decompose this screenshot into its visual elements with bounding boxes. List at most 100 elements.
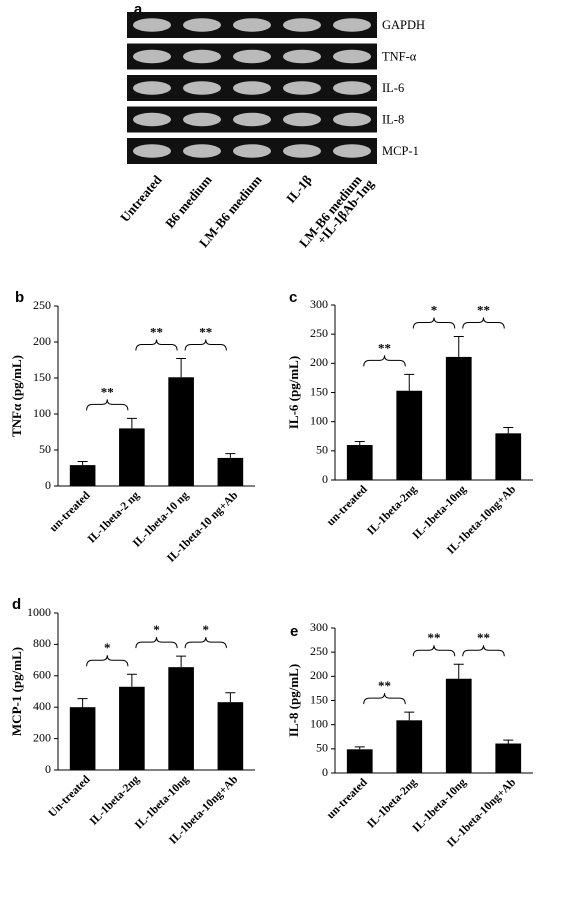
panel-label: e xyxy=(290,623,298,640)
significance-bracket xyxy=(184,339,227,351)
gel-band xyxy=(183,81,221,95)
significance-bracket xyxy=(363,355,406,367)
panel-label: b xyxy=(15,289,24,306)
error-bar xyxy=(126,417,137,429)
lane-label: Untreated xyxy=(117,172,165,225)
lane-label: IL-1β xyxy=(283,172,315,206)
bar xyxy=(217,457,244,486)
error-bar xyxy=(503,739,514,744)
significance-bracket xyxy=(363,693,406,705)
significance-bracket xyxy=(412,317,456,329)
y-tick-label: 800 xyxy=(33,636,51,650)
bar xyxy=(445,356,472,480)
error-bar xyxy=(503,427,514,434)
significance-label: ** xyxy=(378,678,391,693)
y-tick-label: 0 xyxy=(322,472,328,486)
significance-bracket xyxy=(86,399,129,411)
gel-band xyxy=(133,144,171,158)
gel-band xyxy=(133,49,171,64)
significance-label: ** xyxy=(378,340,391,355)
error-bar xyxy=(225,453,236,458)
x-tick-label: un-treated xyxy=(48,489,93,534)
y-tick-label: 0 xyxy=(45,762,51,776)
gene-label: IL-6 xyxy=(382,81,404,95)
y-tick-label: 200 xyxy=(33,730,51,744)
significance-label: * xyxy=(431,302,438,317)
error-bar xyxy=(176,655,187,668)
gel-band xyxy=(233,18,271,32)
gel-band xyxy=(183,18,221,32)
significance-label: ** xyxy=(428,630,441,645)
gel-band xyxy=(283,18,321,32)
significance-bracket xyxy=(86,655,129,667)
bar xyxy=(346,445,373,480)
y-axis-label: MCP-1 (pg/mL) xyxy=(9,647,24,736)
y-tick-label: 100 xyxy=(33,406,51,420)
gel-band xyxy=(233,49,271,64)
significance-bracket xyxy=(184,637,227,649)
bar xyxy=(168,377,194,486)
y-tick-label: 400 xyxy=(33,699,51,713)
gel-band xyxy=(283,81,321,95)
y-tick-label: 150 xyxy=(33,370,51,384)
y-tick-label: 50 xyxy=(39,442,51,456)
panel-label: a xyxy=(134,1,143,18)
y-tick-label: 250 xyxy=(310,644,328,658)
y-tick-label: 250 xyxy=(310,326,328,340)
y-tick-label: 150 xyxy=(310,692,328,706)
y-axis-label: TNFα (pg/mL) xyxy=(9,355,24,437)
gene-label: MCP-1 xyxy=(382,144,419,158)
significance-label: ** xyxy=(150,325,163,340)
significance-label: ** xyxy=(477,630,490,645)
significance-label: * xyxy=(203,622,210,637)
significance-bracket xyxy=(412,645,456,657)
gel-band xyxy=(333,112,371,127)
x-tick-label: IL-1beta-2ng xyxy=(365,483,419,537)
bar xyxy=(69,465,96,486)
error-bar xyxy=(225,692,236,703)
y-tick-label: 600 xyxy=(33,668,51,682)
y-tick-label: 200 xyxy=(310,355,328,369)
bar xyxy=(119,428,145,486)
error-bar xyxy=(77,698,88,708)
y-tick-label: 300 xyxy=(310,620,328,634)
error-bar xyxy=(453,663,464,679)
gel-band xyxy=(283,49,321,64)
bar xyxy=(217,702,244,770)
x-tick-label: IL-1beta-2ng xyxy=(365,776,419,830)
x-tick-label: un-treated xyxy=(325,776,370,821)
significance-bracket xyxy=(462,317,505,329)
significance-label: ** xyxy=(101,384,114,399)
bar xyxy=(495,433,522,480)
y-tick-label: 300 xyxy=(310,297,328,311)
x-tick-label: IL-1beta-2ng xyxy=(88,773,142,827)
gene-label: TNF-α xyxy=(382,49,417,63)
bar xyxy=(119,686,145,770)
gel-band xyxy=(233,81,271,95)
gel-band xyxy=(133,112,171,127)
error-bar xyxy=(354,746,365,750)
error-bar xyxy=(176,358,187,378)
gel-band xyxy=(233,144,271,158)
gel-band xyxy=(333,144,371,158)
gel-band xyxy=(333,18,371,32)
y-tick-label: 150 xyxy=(310,384,328,398)
significance-label: * xyxy=(153,622,160,637)
gene-label: IL-8 xyxy=(382,112,404,126)
bar xyxy=(69,707,96,770)
y-tick-label: 200 xyxy=(33,334,51,348)
error-bar xyxy=(126,673,137,687)
y-tick-label: 1000 xyxy=(27,605,51,619)
bar xyxy=(346,749,373,773)
bar xyxy=(445,678,472,773)
error-bar xyxy=(77,461,88,466)
y-tick-label: 50 xyxy=(316,443,328,457)
significance-bracket xyxy=(462,645,505,657)
x-tick-label: un-treated xyxy=(325,483,370,528)
y-tick-label: 0 xyxy=(322,765,328,779)
error-bar xyxy=(354,441,365,445)
y-axis-label: IL-6 (pg/mL) xyxy=(286,356,301,429)
bar xyxy=(396,720,423,773)
y-tick-label: 100 xyxy=(310,716,328,730)
